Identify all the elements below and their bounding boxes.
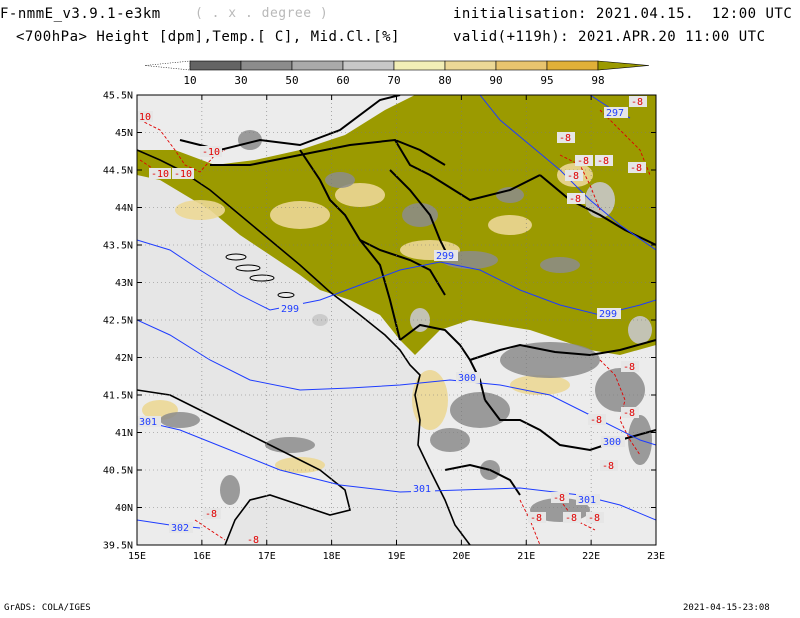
initialisation-time: initialisation: 2021.04.15. 12:00 UTC	[453, 6, 793, 22]
colorbar-label: 50	[285, 74, 298, 87]
coastlines	[137, 149, 471, 545]
temp-label: -8	[602, 461, 614, 472]
height-label: 300	[603, 437, 621, 448]
temp-label: -10	[151, 169, 169, 180]
temp-label: -8	[567, 171, 579, 182]
colorbar-label: 95	[540, 74, 553, 87]
height-label: 301	[413, 484, 431, 495]
longitude-label: 21E	[517, 551, 535, 562]
latitude-label: 42.5N	[103, 316, 133, 327]
height-labels: 297 299 299 299 300 300 301 301 301 302	[137, 107, 628, 534]
latitude-label: 41.5N	[103, 391, 133, 402]
colorbar-legend: 10 30 50 60 70 80 90 95 98	[144, 60, 650, 87]
cloud-low	[160, 130, 652, 522]
temp-label: -8	[247, 535, 259, 546]
height-label: 299	[281, 304, 299, 315]
footer-credit: GrADS: COLA/IGES	[4, 603, 91, 613]
valid-time: valid(+119h): 2021.APR.20 11:00 UTC	[453, 29, 766, 45]
model-title: F-nmmE_v3.9.1-e3km	[0, 6, 161, 22]
resolution-note: ( . x . degree )	[195, 6, 329, 21]
footer-timestamp: 2021-04-15-23:08	[683, 603, 770, 613]
longitude-label: 23E	[647, 551, 665, 562]
temp-label: -8	[630, 163, 642, 174]
temp-label: -8	[623, 408, 635, 419]
temp-label: 10	[139, 112, 151, 123]
colorbar-label: 90	[489, 74, 502, 87]
latitude-label: 43.5N	[103, 241, 133, 252]
longitude-labels: 15E 16E 17E 18E 19E 20E 21E 22E 23E	[128, 551, 665, 562]
colorbar-swatch	[597, 60, 650, 71]
land-italy	[137, 390, 350, 545]
height-label: 300	[458, 373, 476, 384]
latitude-label: 43N	[115, 278, 133, 289]
temp-label: -8	[590, 415, 602, 426]
temp-label: -8	[623, 362, 635, 373]
temp-label: -8	[631, 97, 643, 108]
temp-label: -10	[174, 169, 192, 180]
longitude-label: 20E	[452, 551, 470, 562]
height-label: 301	[578, 495, 596, 506]
latitude-label: 45.5N	[103, 91, 133, 102]
temp-label: -8	[569, 194, 581, 205]
colorbar-label: 10	[183, 74, 196, 87]
temp-label: -8	[577, 156, 589, 167]
latitude-label: 39.5N	[103, 541, 133, 552]
longitude-label: 16E	[193, 551, 211, 562]
colorbar-label: 98	[591, 74, 604, 87]
latitude-label: 45N	[115, 128, 133, 139]
colorbar-label: 30	[234, 74, 247, 87]
temp-label: -8	[205, 509, 217, 520]
longitude-label: 22E	[582, 551, 600, 562]
temp-label: -8	[553, 493, 565, 504]
latitude-labels: 45.5N 45N 44.5N 44N 43.5N 43N 42.5N 42N 41.5N 41N…	[103, 91, 133, 552]
axis-ticks	[136, 94, 657, 546]
longitude-label: 17E	[258, 551, 276, 562]
temp-labels: 10 -10 -10 -10 -8 -8 -8 -8 -8 -8 -8 -8 -…	[137, 96, 647, 546]
latitude-label: 41N	[115, 428, 133, 439]
height-label: 301	[139, 417, 157, 428]
latitude-label: 44.5N	[103, 166, 133, 177]
longitude-label: 19E	[387, 551, 405, 562]
colorbar-label: 70	[387, 74, 400, 87]
longitude-label: 15E	[128, 551, 146, 562]
islands	[225, 253, 295, 298]
height-label: 299	[436, 251, 454, 262]
temp-label: -8	[565, 513, 577, 524]
height-label: 299	[599, 309, 617, 320]
height-label: 302	[171, 523, 189, 534]
colorbar-label: 60	[336, 74, 349, 87]
latitude-label: 44N	[115, 203, 133, 214]
temp-label: -8	[559, 133, 571, 144]
latitude-label: 40.5N	[103, 466, 133, 477]
temp-label: -8	[597, 156, 609, 167]
temp-label: -8	[588, 513, 600, 524]
fields-title: <700hPa> Height [dpm],Temp.[ C], Mid.Cl.…	[16, 29, 400, 45]
temp-label: -10	[202, 147, 220, 158]
colorbar-label: 80	[438, 74, 451, 87]
longitude-label: 18E	[323, 551, 341, 562]
colorbar-start-arrow	[144, 60, 191, 71]
height-label: 297	[606, 108, 624, 119]
temp-label: -8	[530, 513, 542, 524]
latitude-label: 40N	[115, 503, 133, 514]
latitude-label: 42N	[115, 353, 133, 364]
